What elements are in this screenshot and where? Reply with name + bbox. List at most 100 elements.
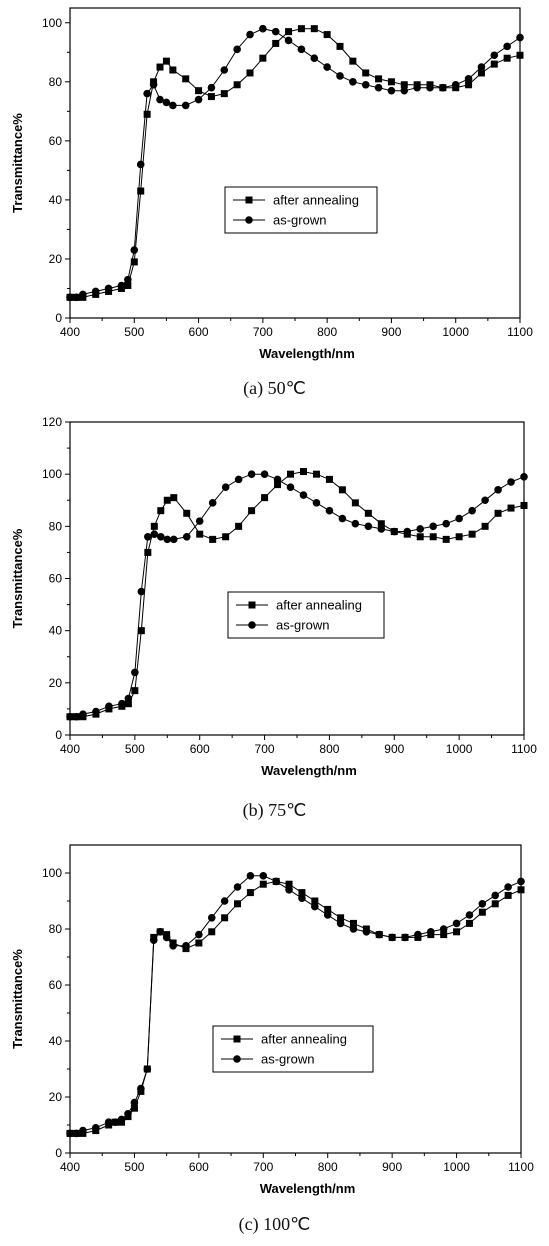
data-point-circle <box>66 293 74 302</box>
data-point-square <box>429 533 437 541</box>
data-point-square <box>351 499 359 507</box>
data-point-circle <box>260 470 269 478</box>
y-tick-label: 0 <box>55 311 62 325</box>
data-point-circle <box>439 925 448 933</box>
data-point-square <box>455 533 463 541</box>
data-point-circle <box>520 472 528 481</box>
data-point-circle <box>390 527 399 536</box>
data-point-circle <box>349 925 358 933</box>
data-point-square <box>183 509 191 517</box>
y-axis-title: Transmittance% <box>10 113 25 213</box>
data-point-square <box>124 700 132 708</box>
data-point-circle <box>494 486 502 494</box>
data-point-circle <box>299 491 308 499</box>
data-point-circle <box>338 514 347 523</box>
data-point-circle <box>162 98 171 107</box>
legend-marker-square <box>245 196 253 204</box>
data-point-square <box>338 486 346 494</box>
data-point-square <box>297 25 305 33</box>
data-point-square <box>259 880 267 888</box>
data-point-square <box>248 507 256 515</box>
data-point-circle <box>336 72 344 80</box>
data-point-circle <box>130 1098 139 1107</box>
data-point-circle <box>157 532 165 541</box>
data-point-square <box>442 535 450 543</box>
data-point-square <box>349 57 357 65</box>
data-point-circle <box>377 525 386 533</box>
data-point-circle <box>104 1118 113 1126</box>
y-tick-label: 60 <box>49 572 63 586</box>
data-point-circle <box>66 712 74 721</box>
data-point-square <box>196 530 204 538</box>
data-point-circle <box>374 83 383 92</box>
data-point-square <box>259 54 267 62</box>
data-point-square <box>311 897 319 905</box>
data-point-square <box>221 914 229 922</box>
data-point-circle <box>403 527 412 536</box>
x-tick-label: 700 <box>253 1160 273 1174</box>
data-point-circle <box>72 712 81 721</box>
data-point-circle <box>414 930 422 939</box>
data-point-circle <box>181 101 190 110</box>
data-point-circle <box>429 522 438 531</box>
y-tick-label: 100 <box>42 467 62 481</box>
y-tick-label: 20 <box>49 676 63 690</box>
x-axis-title: Wavelength/nm <box>261 763 357 778</box>
data-point-square <box>494 509 502 517</box>
data-point-circle <box>72 1129 81 1138</box>
data-point-circle <box>336 919 345 928</box>
data-point-circle <box>207 914 216 922</box>
y-tick-label: 80 <box>49 922 63 936</box>
data-point-circle <box>124 275 132 284</box>
data-point-square <box>285 880 293 888</box>
data-point-circle <box>91 287 100 296</box>
data-point-circle <box>388 933 396 942</box>
data-point-square <box>156 63 164 71</box>
x-tick-label: 400 <box>60 325 80 339</box>
data-point-circle <box>234 475 243 484</box>
data-point-circle <box>491 891 500 900</box>
data-point-square <box>130 1104 138 1112</box>
data-point-circle <box>233 883 242 891</box>
data-point-square <box>144 548 152 556</box>
legend-marker-circle <box>245 216 253 224</box>
x-tick-label: 900 <box>382 1160 402 1174</box>
data-point-circle <box>195 930 203 939</box>
data-point-circle <box>137 1084 145 1093</box>
x-tick-label: 700 <box>255 742 275 756</box>
data-point-circle <box>79 710 87 718</box>
x-tick-label: 900 <box>384 742 404 756</box>
x-tick-label: 600 <box>189 1160 209 1174</box>
x-axis-title: Wavelength/nm <box>260 1181 356 1196</box>
data-point-square <box>520 501 528 509</box>
data-point-square <box>234 900 242 908</box>
data-point-square <box>477 69 485 77</box>
data-point-square <box>195 939 203 947</box>
data-point-circle <box>490 51 499 60</box>
data-point-circle <box>364 522 373 531</box>
legend-marker-circle <box>233 1055 241 1063</box>
y-tick-label: 20 <box>49 252 63 266</box>
caption-b: (b) 75℃ <box>242 800 307 820</box>
y-tick-label: 40 <box>49 624 63 638</box>
x-tick-label: 1100 <box>511 742 537 756</box>
data-point-circle <box>149 936 158 944</box>
data-point-circle <box>247 470 256 478</box>
data-point-square <box>195 87 203 95</box>
legend-label: after annealing <box>276 598 362 613</box>
data-point-square <box>465 919 473 927</box>
legend-label: after annealing <box>261 1032 347 1047</box>
data-point-circle <box>442 519 450 528</box>
data-point-circle <box>156 928 164 936</box>
x-tick-label: 600 <box>190 742 210 756</box>
data-point-circle <box>451 80 460 89</box>
data-point-square <box>323 31 331 39</box>
data-point-square <box>400 81 408 89</box>
data-point-square <box>130 258 138 266</box>
data-point-circle <box>297 45 306 54</box>
data-point-square <box>246 69 254 77</box>
data-point-square <box>336 42 344 50</box>
data-point-circle <box>150 530 159 538</box>
y-tick-label: 60 <box>49 978 63 992</box>
data-point-square <box>220 90 228 98</box>
